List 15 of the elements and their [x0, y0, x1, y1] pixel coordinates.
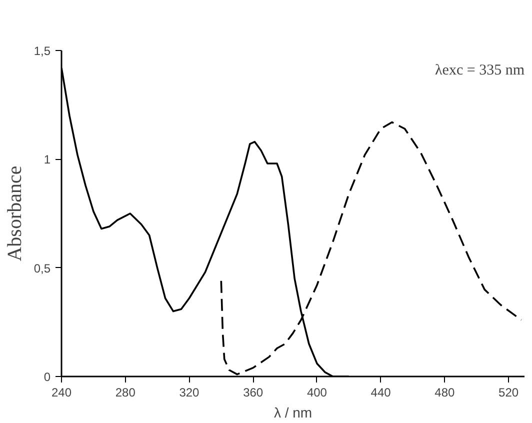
- x-tick-label: 320: [179, 386, 200, 400]
- x-tick-label: 360: [243, 386, 264, 400]
- x-tick-label: 280: [115, 386, 136, 400]
- y-tick-label: 0,5: [34, 261, 51, 276]
- x-tick-label: 440: [370, 386, 392, 400]
- x-tick-label: 240: [51, 386, 72, 400]
- y-axis-title: Absorbance: [4, 166, 26, 262]
- x-axis-title: λ / nm: [274, 404, 312, 420]
- x-tick-label: 480: [434, 386, 456, 400]
- annotation: λexc = 335 nm: [435, 62, 525, 78]
- y-tick-label: 1: [44, 152, 51, 167]
- y-tick-label: 1,5: [34, 44, 51, 58]
- y-tick-label: 0: [44, 370, 51, 384]
- x-tick-label: 520: [498, 386, 519, 400]
- x-tick-label: 400: [306, 386, 328, 400]
